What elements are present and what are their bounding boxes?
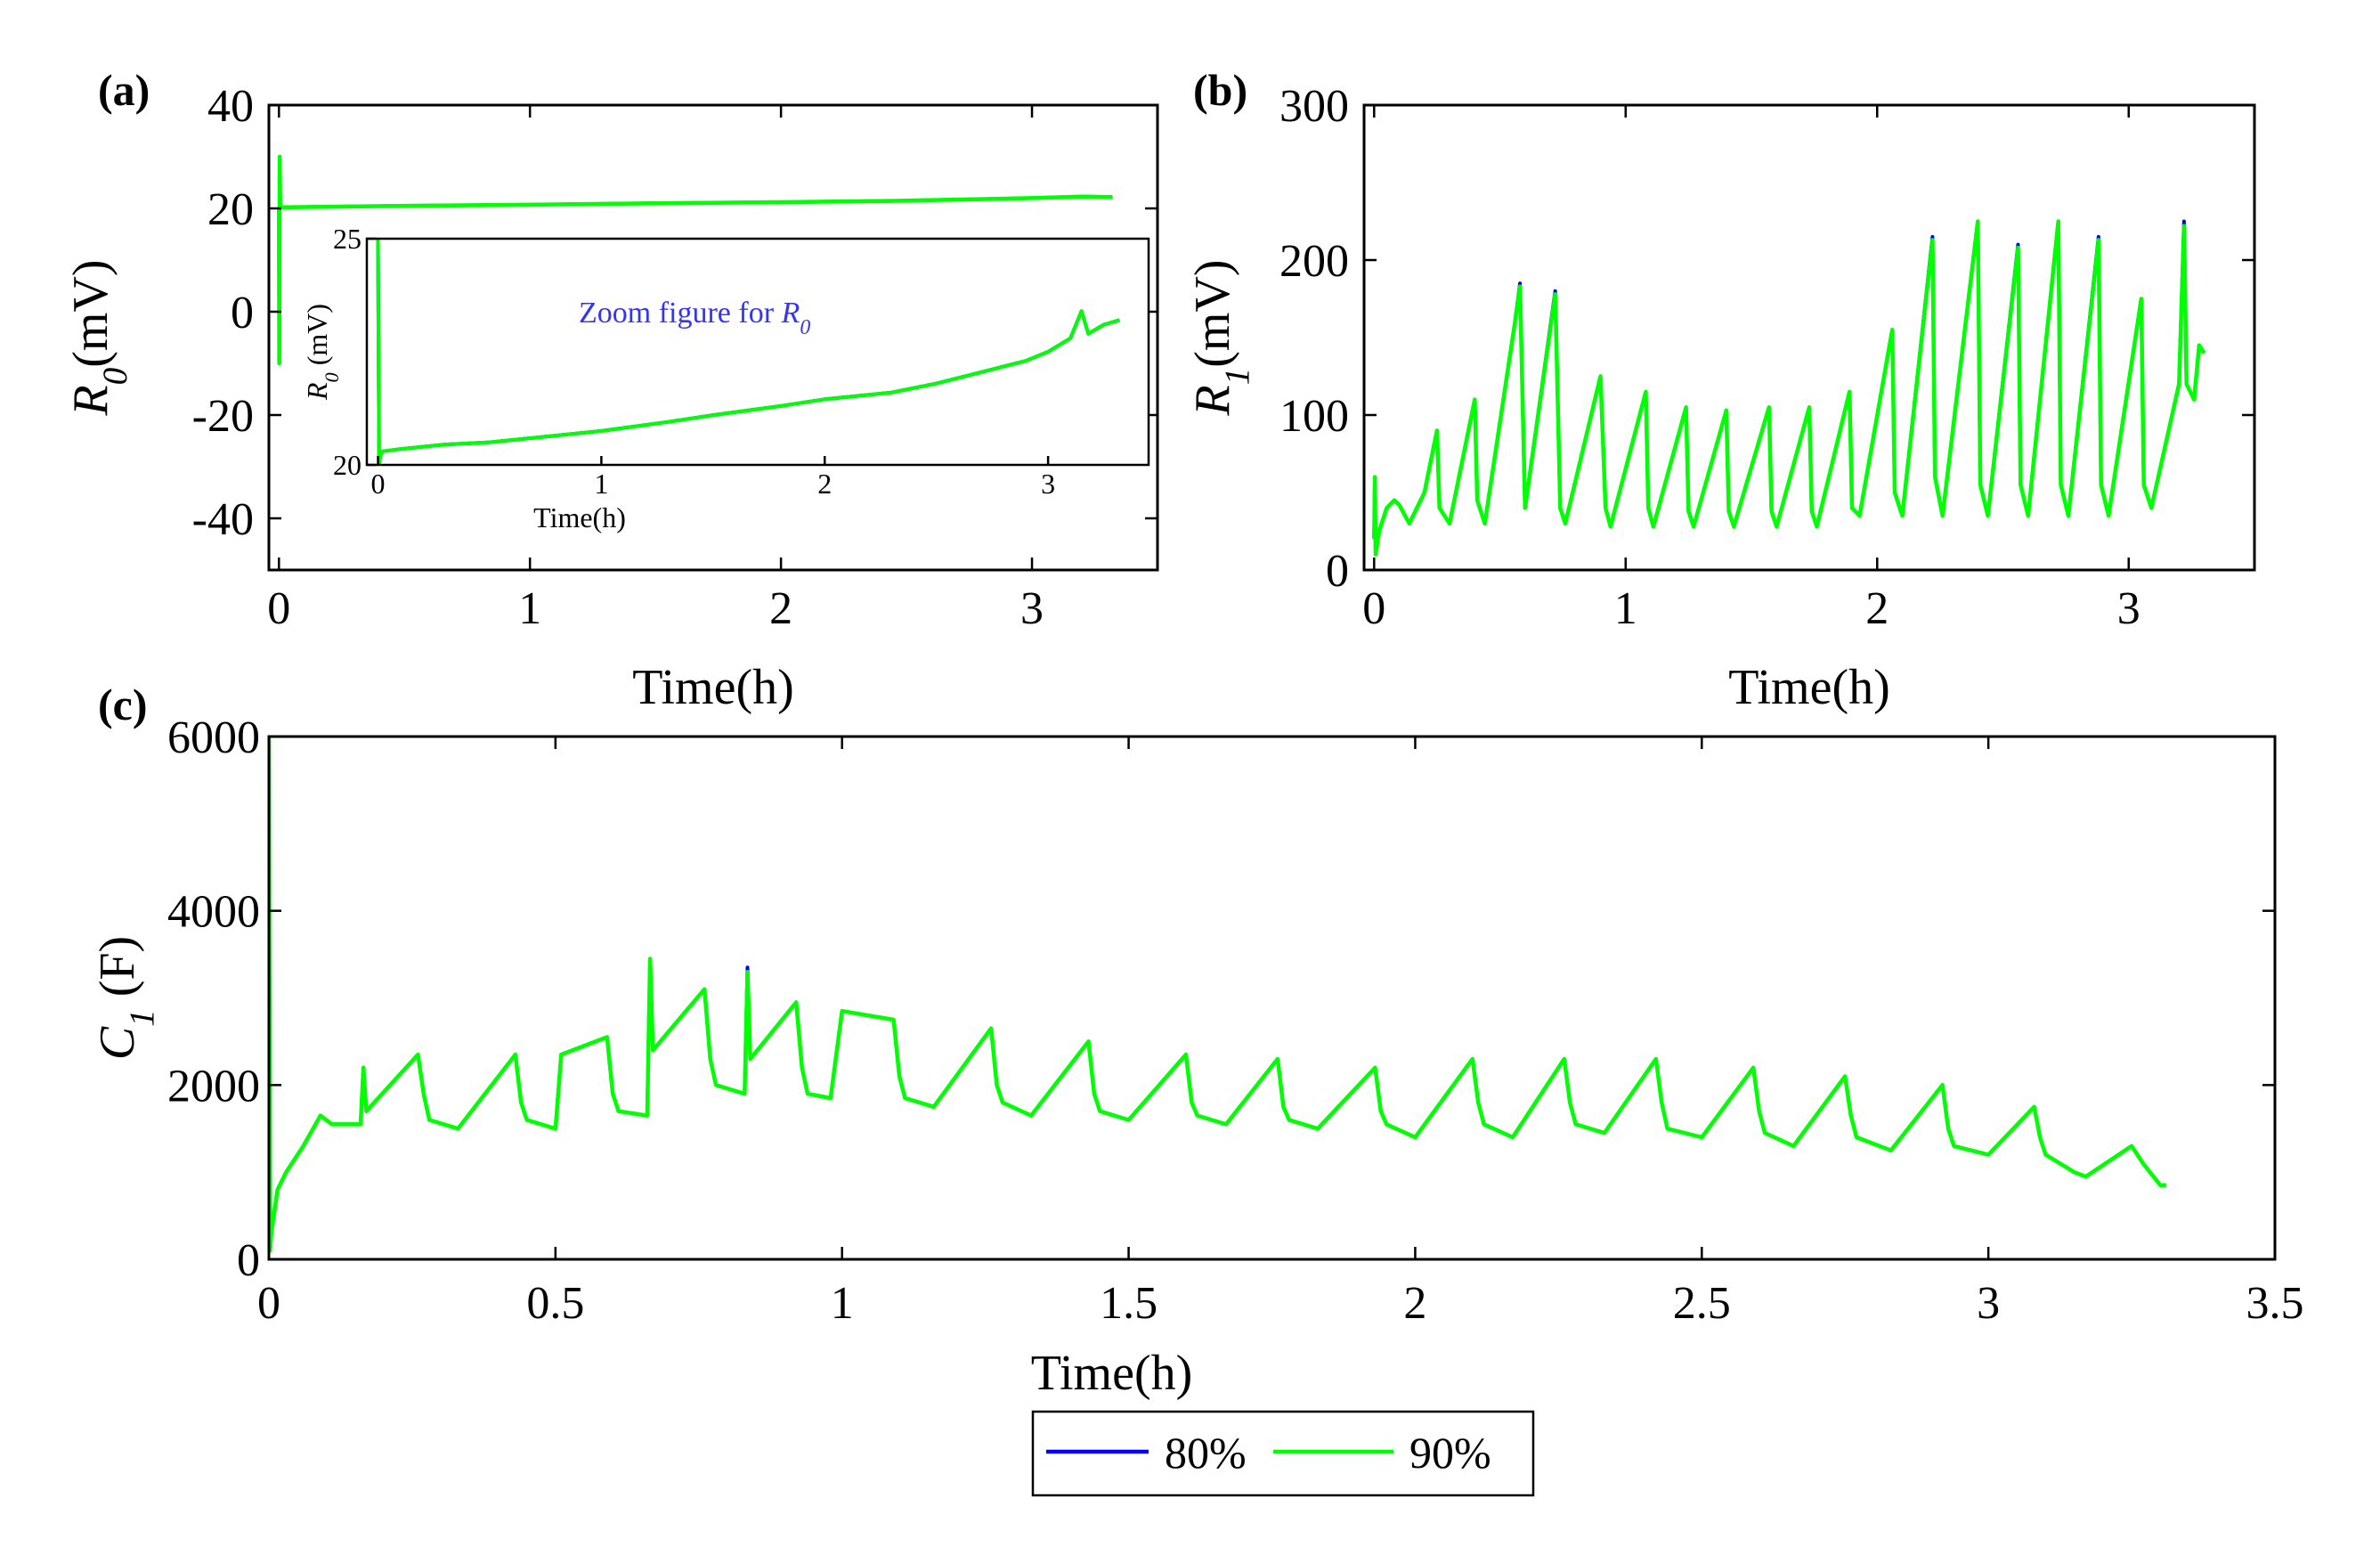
x-tick-label: 0	[257, 1278, 280, 1329]
legend-label: 80%	[1165, 1428, 1247, 1478]
series-line-90%	[269, 737, 2166, 1253]
y-axis-title: C1 (F)	[90, 936, 161, 1060]
inset-annotation: Zoom figure for R0	[579, 297, 810, 339]
x-axis-title: Time(h)	[632, 660, 794, 715]
y-tick-label: 40	[207, 81, 254, 132]
inset-zoom: 0 1 2 3 20 25 Time(h) R0 (mV) Zoom figure for R0	[301, 223, 1150, 533]
y-tick-label: 4000	[167, 887, 260, 938]
y-tick-label: 20	[207, 184, 254, 235]
x-tick-label: 3	[2117, 583, 2140, 634]
x-tick-label: 2	[1403, 1278, 1426, 1329]
panel-label: (a)	[98, 65, 150, 115]
y-tick-label: -40	[192, 494, 254, 545]
x-tick-label: 1	[518, 583, 541, 634]
series-line-80%	[1372, 219, 2206, 557]
panel-label: (b)	[1193, 65, 1247, 115]
y-axis-subscript: 1	[123, 1009, 161, 1027]
series-line-90%	[277, 154, 1113, 366]
y-tick-label: -20	[192, 391, 254, 442]
plot-frame	[1362, 103, 2256, 572]
inset-x-axis-title: Time(h)	[533, 501, 626, 533]
x-tick-label: 2.5	[1673, 1278, 1731, 1329]
x-tick-label: 0	[267, 583, 290, 634]
y-axis-unit: (F)	[90, 936, 145, 1009]
inset-y-tick-label: 25	[333, 223, 361, 255]
y-axis-symbol: R	[63, 385, 118, 416]
y-tick-label: 300	[1279, 81, 1349, 132]
panel-label: (c)	[98, 680, 148, 729]
plot-frame	[267, 103, 1159, 572]
plot-frame	[267, 735, 2277, 1261]
legend-label: 90%	[1409, 1428, 1491, 1478]
inset-x-tick-label: 3	[1041, 468, 1055, 500]
y-axis-subscript: 0	[96, 367, 134, 385]
x-tick-label: 0.5	[526, 1278, 584, 1329]
inset-x-tick-label: 1	[594, 468, 608, 500]
y-tick-label: 200	[1279, 236, 1349, 287]
y-axis-symbol: C	[90, 1026, 145, 1060]
x-tick-label: 3	[1020, 583, 1044, 634]
inset-y-tick-label: 20	[333, 449, 361, 481]
y-axis-subscript: 1	[1218, 368, 1256, 386]
inset-series-line-90%	[376, 239, 1120, 465]
inset-y-axis-title: R0 (mV)	[301, 304, 343, 401]
inset-x-tick-label: 0	[371, 468, 386, 500]
x-tick-label: 1	[1614, 583, 1637, 634]
y-axis-unit: (mV)	[1185, 259, 1240, 367]
y-tick-label: 100	[1279, 391, 1349, 442]
x-tick-label: 2	[769, 583, 792, 634]
inset-frame	[365, 237, 1150, 467]
y-axis-unit: (mV)	[63, 259, 118, 367]
y-axis-title: R0(mV)	[63, 259, 134, 416]
series-line-90%	[1372, 219, 2206, 557]
inset-x-tick-label: 2	[817, 468, 832, 500]
y-tick-label: 0	[237, 1235, 260, 1286]
x-tick-label: 2	[1865, 583, 1889, 634]
y-axis-title: R1(mV)	[1185, 259, 1256, 416]
x-tick-label: 1	[831, 1278, 854, 1329]
legend: 80% 90%	[1031, 1410, 1535, 1497]
x-tick-label: 0	[1362, 583, 1385, 634]
panel-c: (c) 0 0.5 1 1.5 2 2.5 3 3.5 0 2000 4000 6000 Time(h) C…	[90, 680, 2304, 1401]
x-tick-label: 1.5	[1100, 1278, 1158, 1329]
x-tick-label: 3.5	[2246, 1278, 2304, 1329]
y-tick-label: 0	[231, 288, 254, 338]
x-tick-label: 3	[1977, 1278, 2000, 1329]
y-axis-symbol: R	[1185, 385, 1240, 416]
series-line-80%	[269, 737, 2166, 1253]
x-axis-title: Time(h)	[1031, 1346, 1193, 1401]
y-tick-label: 0	[1326, 546, 1349, 597]
x-axis-title: Time(h)	[1728, 660, 1890, 715]
y-tick-label: 2000	[167, 1061, 260, 1111]
y-tick-label: 6000	[167, 712, 260, 763]
